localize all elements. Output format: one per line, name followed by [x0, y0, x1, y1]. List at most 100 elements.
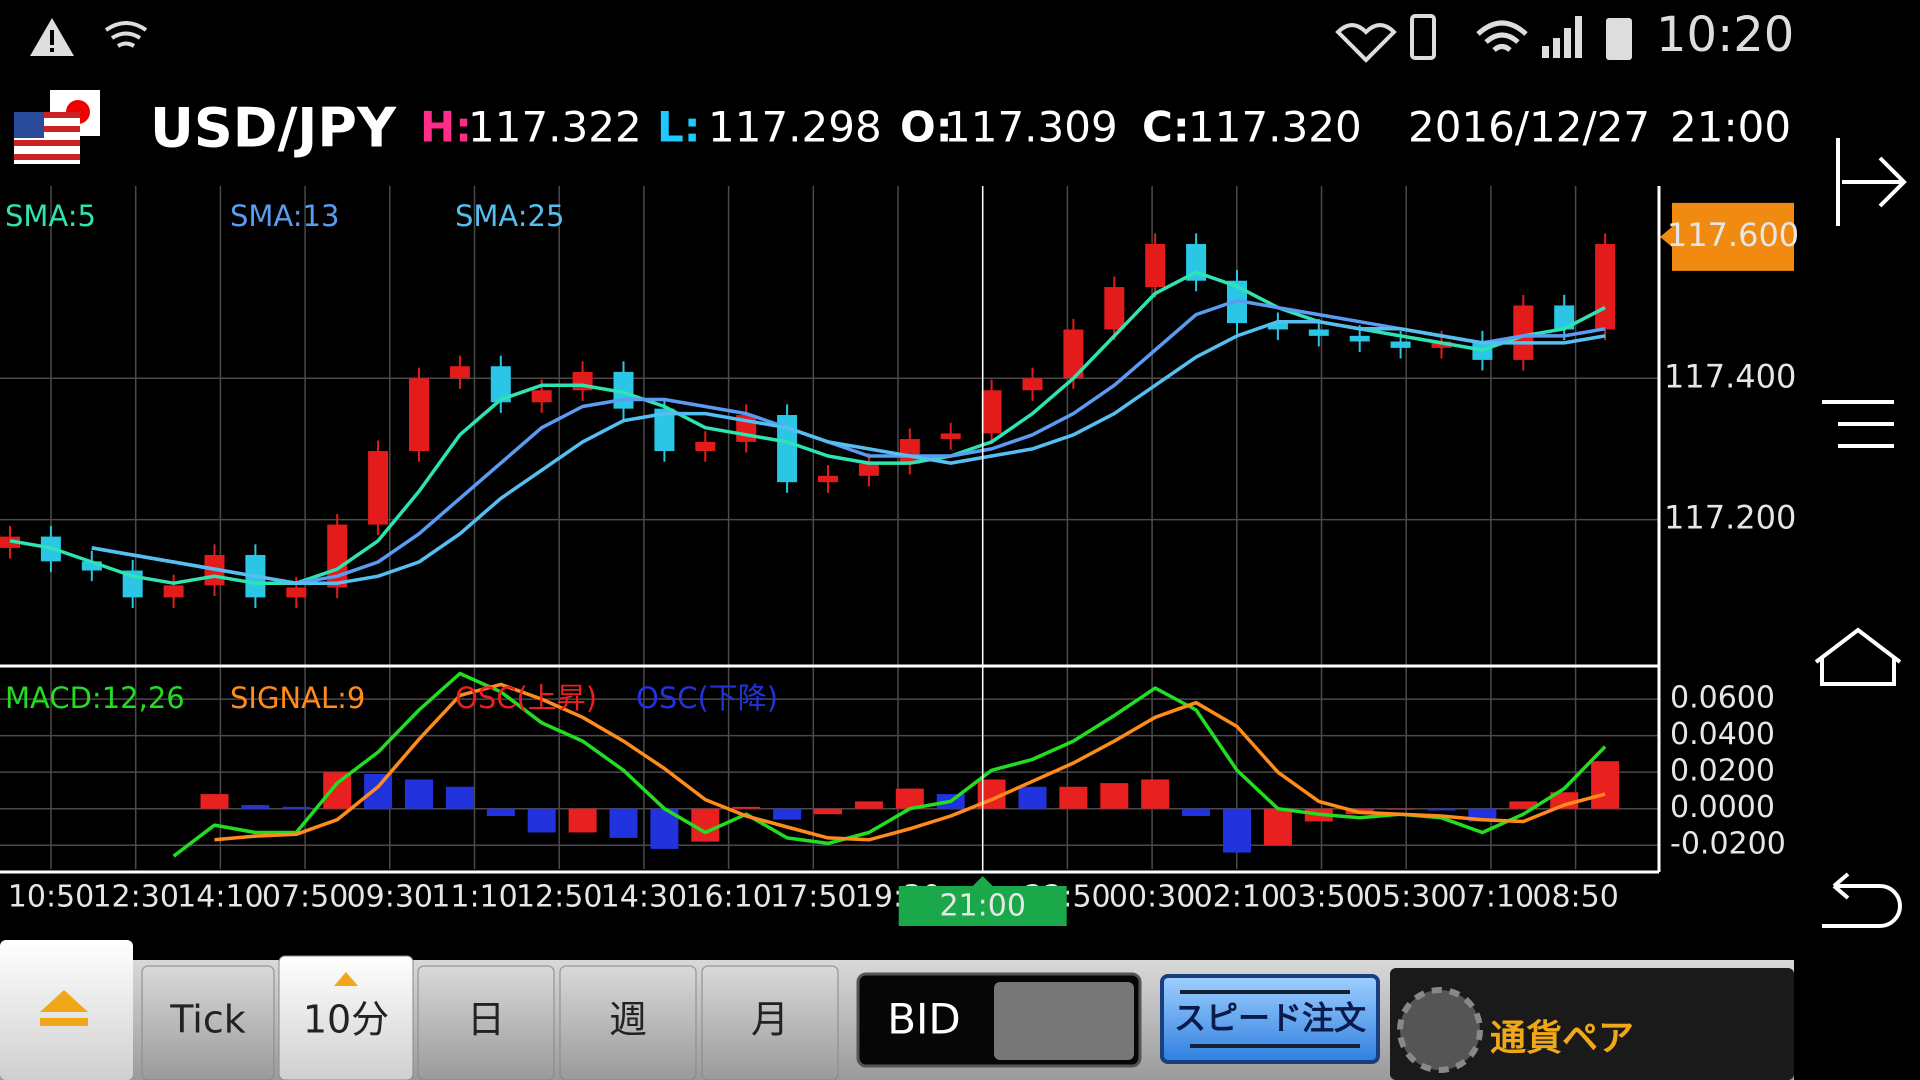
- candle-body: [1308, 329, 1329, 336]
- currency-pair-button[interactable]: [1390, 968, 1794, 1080]
- x-tick-label: 11:10: [431, 880, 517, 915]
- osc-bar: [1100, 783, 1129, 809]
- x-tick-label: 09:30: [347, 880, 433, 915]
- x-tick-label: 02:10: [1194, 880, 1280, 915]
- osc-bar: [1182, 808, 1211, 817]
- low-value: 117.298: [708, 103, 882, 152]
- candle-body: [286, 587, 307, 598]
- nav-home[interactable]: [1814, 627, 1902, 686]
- candle-body: [1063, 329, 1084, 379]
- osc-bar: [527, 808, 556, 833]
- y2-tick-label: 0.0000: [1670, 790, 1775, 825]
- legend-entry: OSC(下降): [636, 681, 778, 715]
- collapse-bar: [40, 1018, 88, 1026]
- candle-body: [81, 561, 102, 571]
- candle-body: [531, 390, 552, 403]
- legend-entry: SMA:25: [455, 199, 564, 233]
- x-tick-label: 07:50: [262, 880, 348, 915]
- line-series: [91, 319, 1606, 585]
- candle-body: [1022, 378, 1043, 391]
- tab-button[interactable]: [701, 965, 839, 1080]
- osc-bar: [445, 786, 474, 809]
- us-stripe: [14, 112, 80, 118]
- candle-body: [1145, 243, 1166, 288]
- candle-body: [899, 439, 920, 464]
- x-tick-label: 03:50: [1278, 880, 1364, 915]
- x-tick-label: 07:10: [1448, 880, 1534, 915]
- osc-bar: [486, 808, 515, 817]
- tab-button[interactable]: [417, 965, 555, 1080]
- candle-body: [163, 585, 184, 598]
- collapse-arrow: [40, 990, 88, 1012]
- legend-entry: SMA:13: [230, 199, 339, 233]
- osc-bar: [814, 808, 842, 815]
- legend-entry: MACD:12,26: [5, 681, 185, 715]
- us-stripe: [14, 140, 80, 146]
- x-tick-label: 12:30: [92, 880, 178, 915]
- y2-tick-label: -0.0200: [1670, 827, 1786, 862]
- y2-tick-label: 0.0400: [1670, 717, 1775, 752]
- candle-body: [1595, 243, 1616, 330]
- high-value: 117.322: [468, 103, 642, 152]
- phone-icon: [1410, 14, 1436, 60]
- osc-bar: [854, 801, 883, 809]
- price-badge-label: 117.600: [1667, 216, 1799, 254]
- selected-marker: [334, 972, 358, 986]
- speed-order-button[interactable]: [1160, 974, 1380, 1064]
- osc-bar: [1591, 761, 1620, 809]
- tab-label: 週: [609, 998, 647, 1042]
- toolbar: Tick 10分 日 週 月 BID スピード注文 通貨ペア: [0, 940, 1794, 1080]
- price-badge-pointer: [1660, 226, 1672, 247]
- status-bar: 10:20: [30, 7, 1794, 63]
- candle-body: [1513, 305, 1534, 360]
- osc-bar: [1386, 808, 1415, 810]
- osc-bar: [1509, 801, 1538, 809]
- signal-bar: [1553, 38, 1560, 58]
- x-tick-label: 16:10: [685, 880, 771, 915]
- open-label: O:: [900, 103, 953, 152]
- x-tick-label: 10:50: [8, 880, 94, 915]
- osc-bar: [732, 806, 761, 809]
- nav-exit[interactable]: [1836, 138, 1907, 226]
- osc-bar: [1427, 808, 1456, 811]
- wifi-icon: [104, 21, 148, 48]
- y2-tick-label: 0.0600: [1670, 681, 1775, 716]
- us-stripe: [14, 126, 80, 132]
- y2-tick-label: 0.0200: [1670, 754, 1775, 789]
- candle-body: [1104, 287, 1125, 330]
- osc-bar: [773, 808, 802, 820]
- time: 21:00: [1670, 103, 1791, 152]
- tab-button[interactable]: [141, 965, 275, 1080]
- candle-body: [654, 408, 675, 452]
- osc-bar: [895, 788, 924, 809]
- candle-body: [1267, 323, 1288, 330]
- cursor-label: 21:00: [939, 889, 1025, 924]
- flag-icon: [14, 90, 100, 164]
- us-stripe: [14, 154, 80, 160]
- tab-label: Tick: [169, 998, 246, 1042]
- nav-bar: [1814, 138, 1907, 928]
- candle-body: [777, 415, 798, 483]
- x-tick-label: 00:30: [1109, 880, 1195, 915]
- candle-body: [368, 451, 389, 525]
- battery-icon: [1606, 18, 1632, 60]
- nav-back[interactable]: [1822, 872, 1902, 928]
- x-tick-label: 12:50: [516, 880, 602, 915]
- tab-button-selected[interactable]: [278, 955, 414, 1080]
- cursor-badge: [898, 876, 1067, 926]
- line-series: [91, 298, 1606, 585]
- tab-label: 月: [751, 998, 789, 1042]
- osc-bar: [241, 805, 270, 809]
- bid-box: [994, 982, 1134, 1060]
- candle-body: [981, 390, 1002, 434]
- speed-arrows: [1180, 990, 1360, 1048]
- x-tick-label: 17:50: [770, 880, 856, 915]
- candle-body: [940, 433, 961, 440]
- x-tick-label: 14:10: [177, 880, 263, 915]
- nav-menu[interactable]: [1822, 400, 1894, 448]
- tab-button[interactable]: [559, 965, 697, 1080]
- gear-icon: [1397, 987, 1483, 1073]
- osc-bar: [568, 808, 597, 833]
- candle-body: [409, 378, 429, 452]
